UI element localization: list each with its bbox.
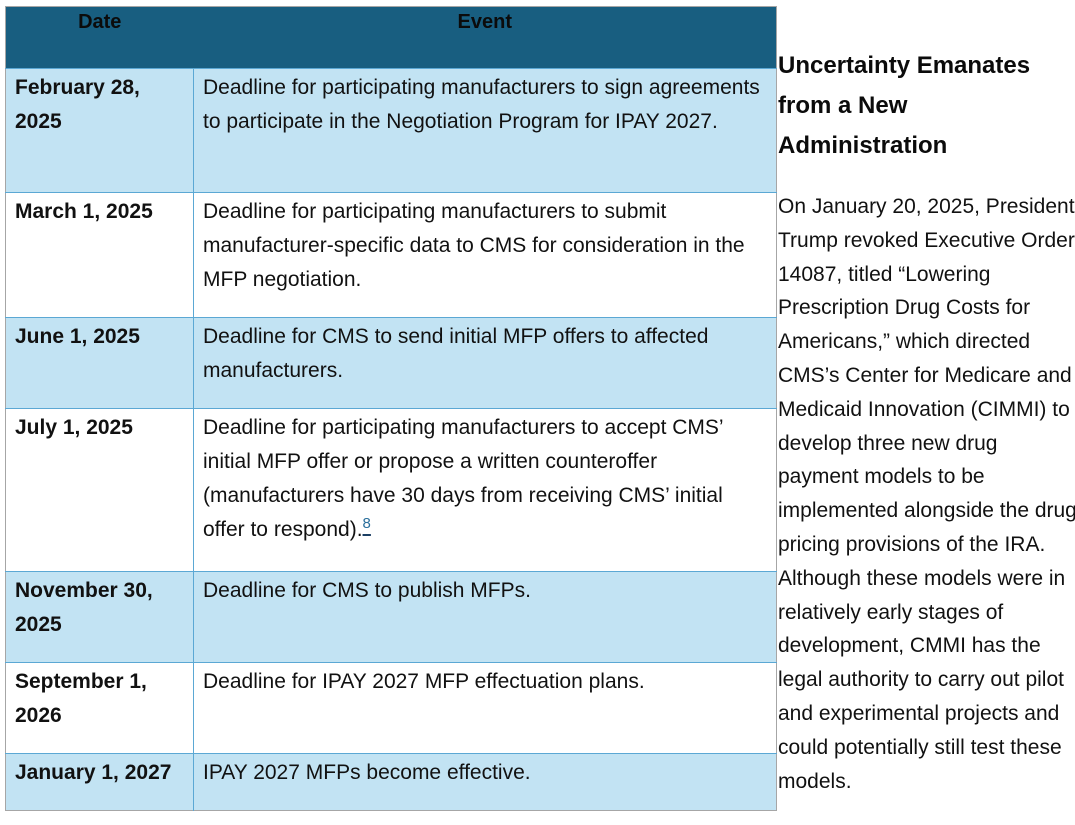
article-section: Uncertainty Emanates from a New Administ…	[778, 46, 1075, 798]
date-cell: June 1, 2025	[5, 317, 194, 409]
section-paragraph: On January 20, 2025, President Trump rev…	[778, 195, 1075, 793]
table-row: June 1, 2025 Deadline for CMS to send in…	[5, 317, 777, 409]
event-cell: Deadline for participating manufacturers…	[193, 68, 777, 193]
event-cell: Deadline for CMS to publish MFPs.	[193, 571, 777, 663]
table-row: January 1, 2027 IPAY 2027 MFPs become ef…	[5, 753, 777, 811]
table-row: March 1, 2025 Deadline for participating…	[5, 192, 777, 318]
date-cell: September 1, 2026	[5, 662, 194, 754]
column-header-event: Event	[193, 6, 777, 69]
footnote-link[interactable]: 8	[362, 515, 371, 532]
table-header-row: Date Event	[5, 6, 777, 69]
event-cell: IPAY 2027 MFPs become effective.	[193, 753, 777, 811]
event-cell: Deadline for participating manufacturers…	[193, 192, 777, 318]
date-cell: January 1, 2027	[5, 753, 194, 811]
table-row: February 28, 2025 Deadline for participa…	[5, 68, 777, 193]
section-heading: Uncertainty Emanates from a New Administ…	[778, 52, 1031, 159]
table-row: September 1, 2026 Deadline for IPAY 2027…	[5, 662, 777, 754]
deadline-timeline-table: Date Event February 28, 2025 Deadline fo…	[5, 6, 777, 811]
event-text: Deadline for participating manufacturers…	[203, 416, 723, 541]
date-cell: March 1, 2025	[5, 192, 194, 318]
event-cell: Deadline for participating manufacturers…	[193, 408, 777, 572]
date-cell: February 28, 2025	[5, 68, 194, 193]
column-header-date: Date	[5, 6, 194, 69]
date-cell: November 30, 2025	[5, 571, 194, 663]
table-row: November 30, 2025 Deadline for CMS to pu…	[5, 571, 777, 663]
date-cell: July 1, 2025	[5, 408, 194, 572]
event-cell: Deadline for IPAY 2027 MFP effectuation …	[193, 662, 777, 754]
event-cell: Deadline for CMS to send initial MFP off…	[193, 317, 777, 409]
table-row: July 1, 2025 Deadline for participating …	[5, 408, 777, 572]
